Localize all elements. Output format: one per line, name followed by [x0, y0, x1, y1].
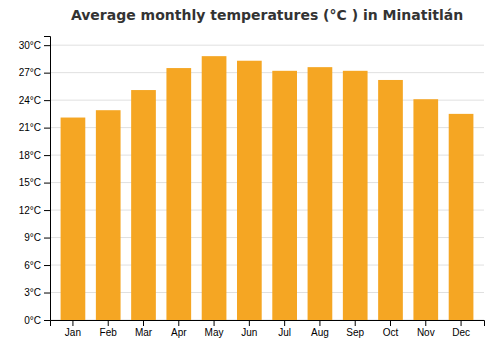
- y-tick-mark: [44, 100, 50, 101]
- x-tick-mark: [461, 320, 462, 326]
- y-axis: 0°C 3°C 6°C 9°C 12°C 15°C 18°C 21°C 24°C 27°C 30°C: [19, 37, 51, 326]
- x-tick-label: Feb: [100, 327, 118, 338]
- x-tick-mark: [214, 320, 215, 326]
- grid: [50, 45, 484, 320]
- x-tick-label: Oct: [383, 327, 399, 338]
- y-tick-label: 9°C: [24, 232, 41, 243]
- y-tick-mark: [44, 183, 50, 184]
- x-axis: Jan Feb Mar Apr May Jun Jul Aug Sep Oct Nov Dec: [51, 320, 485, 338]
- bar: [237, 61, 262, 320]
- x-tick-mark: [108, 320, 109, 326]
- x-tick: Dec: [452, 320, 470, 338]
- x-tick: Oct: [383, 320, 399, 338]
- x-tick: Jul: [278, 320, 291, 338]
- chart: 0°C 3°C 6°C 9°C 12°C 15°C 18°C 21°C 24°C 27°C 30°C…: [0, 0, 500, 350]
- y-tick-mark: [44, 238, 50, 239]
- grid-line: [50, 45, 484, 46]
- bar: [413, 99, 438, 320]
- y-tick: 18°C: [19, 150, 50, 161]
- y-tick: 30°C: [19, 40, 50, 51]
- x-tick-mark: [319, 320, 320, 326]
- bars: [61, 56, 474, 320]
- bar: [378, 80, 403, 320]
- x-tick: Jan: [65, 320, 81, 338]
- bar: [61, 118, 86, 320]
- y-tick-label: 15°C: [19, 177, 41, 188]
- y-tick-mark: [44, 155, 50, 156]
- x-tick-label: May: [205, 327, 224, 338]
- bar: [202, 56, 227, 320]
- x-tick-mark: [355, 320, 356, 326]
- y-tick-label: 21°C: [19, 122, 41, 133]
- x-tick-label: Nov: [417, 327, 435, 338]
- y-tick-mark: [44, 45, 50, 46]
- x-tick-label: Sep: [346, 327, 364, 338]
- x-tick-mark: [284, 320, 285, 326]
- y-tick-label: 27°C: [19, 67, 41, 78]
- x-tick: May: [205, 320, 224, 338]
- bar: [343, 71, 368, 320]
- x-tick-label: Aug: [311, 327, 329, 338]
- x-tick-label: Mar: [135, 327, 153, 338]
- x-tick-mark: [143, 320, 144, 326]
- y-tick: 24°C: [19, 95, 50, 106]
- grid-line: [50, 72, 484, 73]
- x-tick-mark: [390, 320, 391, 326]
- y-tick: 12°C: [19, 205, 50, 216]
- x-tick-label: Jan: [65, 327, 81, 338]
- y-tick-label: 24°C: [19, 95, 41, 106]
- x-tick-mark: [425, 320, 426, 326]
- y-tick-label: 30°C: [19, 40, 41, 51]
- x-tick: Aug: [311, 320, 329, 338]
- y-tick: 21°C: [19, 122, 50, 133]
- y-tick-label: 3°C: [24, 287, 41, 298]
- bar: [96, 110, 121, 320]
- x-tick-label: Jul: [278, 327, 291, 338]
- x-tick: Nov: [417, 320, 435, 338]
- y-tick-label: 18°C: [19, 150, 41, 161]
- x-tick: Jun: [241, 320, 257, 338]
- y-tick: 3°C: [24, 287, 50, 298]
- y-tick-mark: [44, 320, 50, 321]
- x-tick: Feb: [100, 320, 118, 338]
- y-tick-mark: [44, 73, 50, 74]
- x-tick-mark: [249, 320, 250, 326]
- bar: [449, 114, 474, 320]
- y-tick-mark: [44, 128, 50, 129]
- y-tick-label: 12°C: [19, 205, 41, 216]
- plot: 0°C 3°C 6°C 9°C 12°C 15°C 18°C 21°C 24°C 27°C 30°C…: [19, 37, 485, 339]
- x-tick: Sep: [346, 320, 364, 338]
- x-tick-label: Dec: [452, 327, 470, 338]
- x-tick: Mar: [135, 320, 153, 338]
- y-tick-label: 6°C: [24, 260, 41, 271]
- x-tick-mark: [178, 320, 179, 326]
- x-tick-mark: [72, 320, 73, 326]
- y-tick-mark: [44, 293, 50, 294]
- title: Average monthly temperatures (°C ) in Mi…: [71, 7, 463, 23]
- x-tick-label: Jun: [241, 327, 257, 338]
- x-tick-label: Apr: [171, 327, 187, 338]
- y-tick: 0°C: [24, 315, 50, 326]
- y-tick: 15°C: [19, 177, 50, 188]
- y-tick-mark: [44, 265, 50, 266]
- y-tick-mark: [44, 210, 50, 211]
- x-axis-line: [51, 321, 485, 327]
- y-tick: 6°C: [24, 260, 50, 271]
- bar: [131, 90, 156, 320]
- bar: [308, 67, 333, 320]
- x-tick: Apr: [171, 320, 187, 338]
- y-tick: 27°C: [19, 67, 50, 78]
- y-tick: 9°C: [24, 232, 50, 243]
- y-tick-label: 0°C: [24, 315, 41, 326]
- y-axis-line: [44, 37, 51, 321]
- bar: [272, 71, 297, 320]
- bar: [166, 68, 191, 320]
